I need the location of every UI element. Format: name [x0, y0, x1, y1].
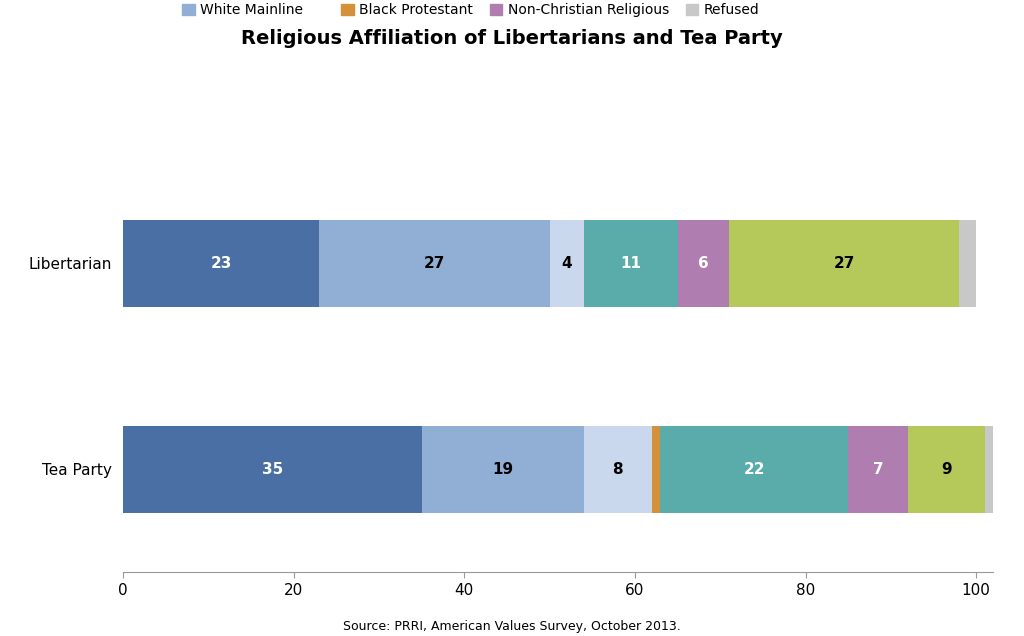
Bar [123, 425, 422, 513]
Bar [985, 425, 993, 513]
Text: 19: 19 [493, 462, 513, 477]
Bar [422, 425, 584, 513]
Bar [848, 425, 908, 513]
Text: 35: 35 [261, 462, 283, 477]
Text: 11: 11 [621, 256, 641, 271]
Text: 23: 23 [210, 256, 231, 271]
Text: 4: 4 [561, 256, 572, 271]
Text: 27: 27 [834, 256, 855, 271]
Text: 27: 27 [424, 256, 445, 271]
Bar [123, 219, 319, 307]
Text: 9: 9 [941, 462, 951, 477]
Bar [678, 219, 729, 307]
Bar [660, 425, 848, 513]
Text: Source: PRRI, American Values Survey, October 2013.: Source: PRRI, American Values Survey, Oc… [343, 619, 681, 633]
Text: 6: 6 [697, 256, 709, 271]
Bar [729, 219, 959, 307]
Text: 22: 22 [743, 462, 765, 477]
Bar [584, 425, 652, 513]
Bar [959, 219, 976, 307]
Bar [319, 219, 550, 307]
Bar [908, 425, 985, 513]
Legend: White Evangelical, White Mainline, Other Christian, Black Protestant, Catholic, : White Evangelical, White Mainline, Other… [182, 0, 784, 17]
Text: 8: 8 [612, 462, 624, 477]
Text: 7: 7 [872, 462, 884, 477]
Text: Religious Affiliation of Libertarians and Tea Party: Religious Affiliation of Libertarians an… [241, 29, 783, 48]
Bar [652, 425, 660, 513]
Bar [550, 219, 584, 307]
Bar [584, 219, 678, 307]
